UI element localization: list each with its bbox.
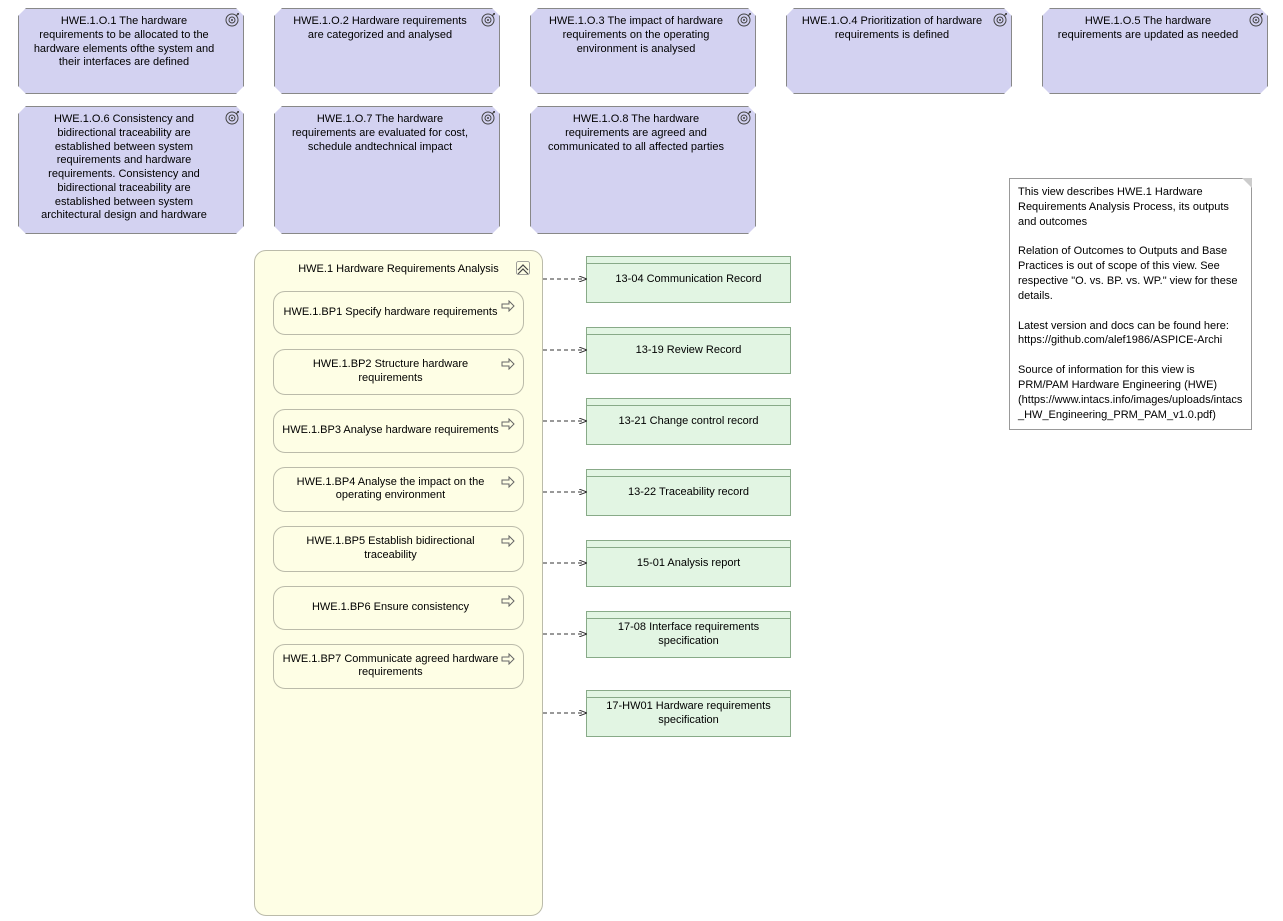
- arrow-right-icon: [501, 358, 515, 370]
- wp-6: 17-08 Interface requirements specificati…: [586, 611, 791, 658]
- bp7-box: HWE.1.BP7 Communicate agreed hardware re…: [273, 644, 524, 690]
- main-title-text: HWE.1 Hardware Requirements Analysis: [298, 263, 499, 275]
- arrow-right-icon: [501, 653, 515, 665]
- wp-4: 13-22 Traceability record: [586, 469, 791, 516]
- wp-3-text: 13-21 Change control record: [618, 415, 758, 429]
- bp3-box: HWE.1.BP3 Analyse hardware requirements: [273, 409, 524, 453]
- outcome-o1-text: HWE.1.O.1 The hardware requirements to b…: [25, 13, 237, 72]
- note-p1: This view describes HWE.1 Hardware Requi…: [1018, 185, 1243, 230]
- target-icon: [481, 13, 495, 27]
- target-icon: [1249, 13, 1263, 27]
- bp6-box: HWE.1.BP6 Ensure consistency: [273, 586, 524, 630]
- outcome-o7-text: HWE.1.O.7 The hardware requirements are …: [281, 111, 493, 156]
- note-p2: Relation of Outcomes to Outputs and Base…: [1018, 244, 1243, 303]
- wp-5: 15-01 Analysis report: [586, 540, 791, 587]
- target-icon: [993, 13, 1007, 27]
- main-process-box: HWE.1 Hardware Requirements Analysis HWE…: [254, 250, 543, 916]
- outcome-o6-text: HWE.1.O.6 Consistency and bidirectional …: [25, 111, 237, 225]
- outcome-o6: HWE.1.O.6 Consistency and bidirectional …: [18, 106, 244, 234]
- note-box: This view describes HWE.1 Hardware Requi…: [1009, 178, 1252, 430]
- wp-2-text: 13-19 Review Record: [636, 344, 742, 358]
- outcome-o4: HWE.1.O.4 Prioritization of hardware req…: [786, 8, 1012, 94]
- chevron-up-icon[interactable]: [516, 261, 530, 275]
- wp-7: 17-HW01 Hardware requirements specificat…: [586, 690, 791, 737]
- target-icon: [481, 111, 495, 125]
- bp5-text: HWE.1.BP5 Establish bidirectional tracea…: [282, 535, 499, 563]
- note-p4: Source of information for this view is P…: [1018, 363, 1243, 422]
- outcome-o3: HWE.1.O.3 The impact of hardware require…: [530, 8, 756, 94]
- outcome-o5-text: HWE.1.O.5 The hardware requirements are …: [1049, 13, 1261, 45]
- outcome-o8-text: HWE.1.O.8 The hardware requirements are …: [537, 111, 749, 156]
- wp-3: 13-21 Change control record: [586, 398, 791, 445]
- wp-1: 13-04 Communication Record: [586, 256, 791, 303]
- target-icon: [225, 13, 239, 27]
- bp1-box: HWE.1.BP1 Specify hardware requirements: [273, 291, 524, 335]
- wp-5-text: 15-01 Analysis report: [637, 557, 740, 571]
- arrow-right-icon: [501, 300, 515, 312]
- main-title: HWE.1 Hardware Requirements Analysis: [263, 259, 534, 285]
- wp-2: 13-19 Review Record: [586, 327, 791, 374]
- target-icon: [737, 13, 751, 27]
- wp-4-text: 13-22 Traceability record: [628, 486, 749, 500]
- outcome-o4-text: HWE.1.O.4 Prioritization of hardware req…: [793, 13, 1005, 45]
- arrow-right-icon: [501, 535, 515, 547]
- arrow-right-icon: [501, 595, 515, 607]
- arrow-right-icon: [501, 418, 515, 430]
- bp4-text: HWE.1.BP4 Analyse the impact on the oper…: [282, 476, 499, 504]
- arrow-right-icon: [501, 476, 515, 488]
- outcome-o2: HWE.1.O.2 Hardware requirements are cate…: [274, 8, 500, 94]
- bp7-text: HWE.1.BP7 Communicate agreed hardware re…: [282, 653, 499, 681]
- outcome-o7: HWE.1.O.7 The hardware requirements are …: [274, 106, 500, 234]
- outcome-o2-text: HWE.1.O.2 Hardware requirements are cate…: [281, 13, 493, 45]
- wp-7-text: 17-HW01 Hardware requirements specificat…: [593, 700, 784, 728]
- outcome-o3-text: HWE.1.O.3 The impact of hardware require…: [537, 13, 749, 58]
- wp-6-text: 17-08 Interface requirements specificati…: [593, 621, 784, 649]
- wp-1-text: 13-04 Communication Record: [615, 273, 761, 287]
- outcome-o5: HWE.1.O.5 The hardware requirements are …: [1042, 8, 1268, 94]
- bp5-box: HWE.1.BP5 Establish bidirectional tracea…: [273, 526, 524, 572]
- outcome-o1: HWE.1.O.1 The hardware requirements to b…: [18, 8, 244, 94]
- bp1-text: HWE.1.BP1 Specify hardware requirements: [284, 306, 498, 320]
- target-icon: [225, 111, 239, 125]
- bp2-text: HWE.1.BP2 Structure hardware requirement…: [282, 358, 499, 386]
- bp3-text: HWE.1.BP3 Analyse hardware requirements: [282, 424, 498, 438]
- outcome-o8: HWE.1.O.8 The hardware requirements are …: [530, 106, 756, 234]
- note-p3: Latest version and docs can be found her…: [1018, 319, 1243, 349]
- bp2-box: HWE.1.BP2 Structure hardware requirement…: [273, 349, 524, 395]
- bp6-text: HWE.1.BP6 Ensure consistency: [312, 601, 469, 615]
- target-icon: [737, 111, 751, 125]
- bp4-box: HWE.1.BP4 Analyse the impact on the oper…: [273, 467, 524, 513]
